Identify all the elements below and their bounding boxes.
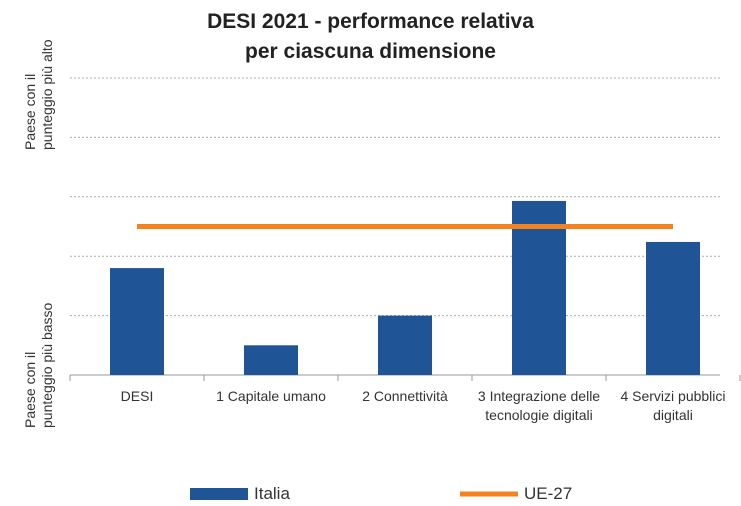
bar: [378, 315, 432, 375]
x-tick-label: 2 Connettività: [362, 388, 448, 404]
bar: [244, 345, 298, 375]
legend-label: Italia: [254, 484, 290, 503]
chart-title: DESI 2021 - performance relativa: [207, 10, 534, 33]
bar: [110, 268, 164, 375]
x-tick-label: 4 Servizi pubblici digitali: [620, 388, 726, 423]
bar: [646, 241, 700, 375]
x-tick-label: 1 Capitale umano: [216, 388, 326, 404]
x-tick-label: DESI: [120, 388, 154, 404]
x-tick-label: 3 Integrazione delle tecnologie digitali: [477, 388, 601, 423]
y-bottom-label: Paese con il punteggio più basso: [22, 302, 55, 428]
chart-title: per ciascuna dimensione: [245, 40, 496, 63]
bar: [512, 200, 566, 375]
y-top-label: Paese con il punteggio più alto: [22, 39, 55, 150]
legend-swatch: [190, 488, 248, 500]
legend-label: UE-27: [524, 484, 573, 503]
